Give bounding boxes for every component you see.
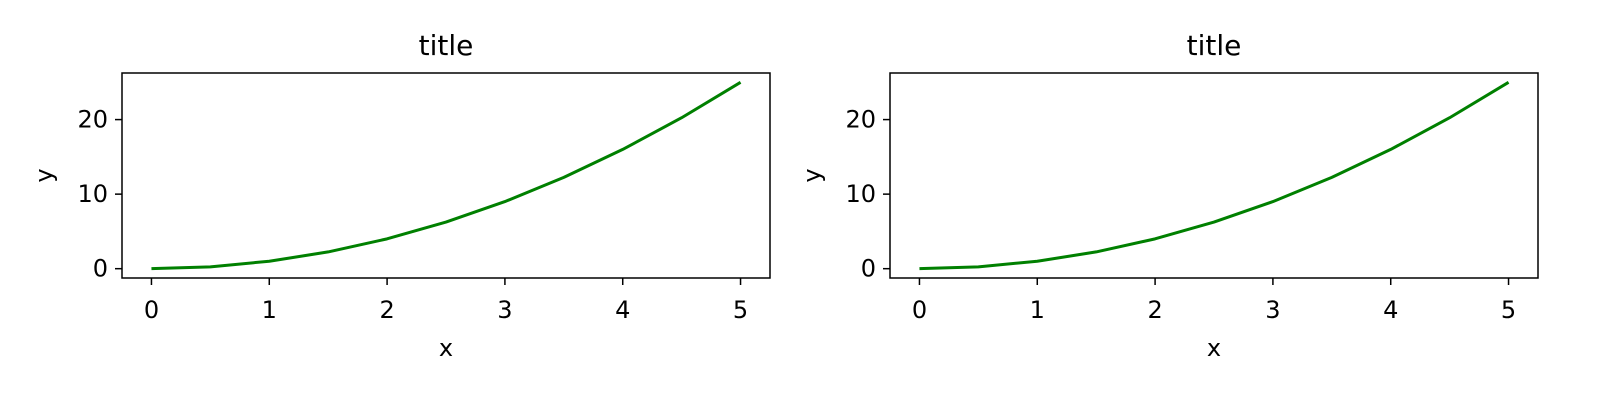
x-tick-label: 0 bbox=[912, 296, 927, 324]
y-tick-label: 0 bbox=[93, 255, 108, 283]
y-tick-label: 0 bbox=[861, 255, 876, 283]
x-tick-label: 5 bbox=[1501, 296, 1516, 324]
x-tick-label: 4 bbox=[615, 296, 630, 324]
chart-title: title bbox=[419, 29, 474, 62]
y-axis-label: y bbox=[30, 168, 58, 182]
chart-panel: 0 1 2 3 4 5 0 10 20 title x y bbox=[30, 29, 771, 362]
x-tick-label: 2 bbox=[1147, 296, 1162, 324]
y-tick-label: 10 bbox=[77, 180, 108, 208]
y-axis-label: y bbox=[798, 168, 826, 182]
y-tick-label: 10 bbox=[845, 180, 876, 208]
series-line bbox=[151, 81, 742, 271]
y-tick-label: 20 bbox=[77, 106, 108, 134]
x-tick-label: 3 bbox=[1265, 296, 1280, 324]
x-tick-label: 2 bbox=[379, 296, 394, 324]
x-axis-label: x bbox=[1207, 334, 1221, 362]
chart-panel: 0 1 2 3 4 5 0 10 20 title x y bbox=[798, 29, 1539, 362]
series-line bbox=[919, 81, 1510, 271]
x-axis-label: x bbox=[439, 334, 453, 362]
x-tick-label: 4 bbox=[1383, 296, 1398, 324]
x-tick-label: 5 bbox=[733, 296, 748, 324]
y-tick-label: 20 bbox=[845, 106, 876, 134]
x-tick-label: 1 bbox=[1030, 296, 1045, 324]
x-tick-label: 1 bbox=[262, 296, 277, 324]
x-tick-label: 3 bbox=[497, 296, 512, 324]
chart-title: title bbox=[1187, 29, 1242, 62]
axes-frame bbox=[889, 72, 1539, 279]
axes-frame bbox=[121, 72, 771, 279]
x-tick-label: 0 bbox=[144, 296, 159, 324]
